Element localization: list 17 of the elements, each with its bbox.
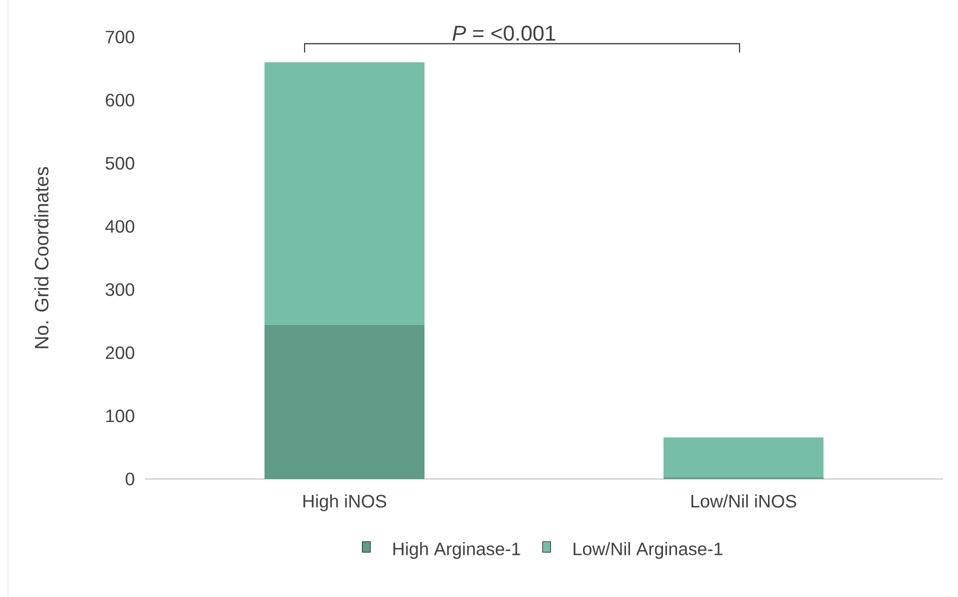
y-tick-label: 400	[105, 220, 134, 233]
legend-label: High Arginase-1	[393, 542, 520, 559]
y-tick-label: 300	[106, 283, 134, 296]
y-tick-label: 600	[106, 94, 134, 107]
bar	[264, 62, 424, 325]
y-axis-title: No. Grid Coordinates	[34, 167, 49, 348]
y-tick-label: 700	[106, 30, 134, 44]
x-tick-label: Low/Nil iNOS	[691, 494, 796, 508]
y-tick-label: 500	[106, 156, 134, 170]
bar	[264, 324, 424, 479]
y-tick-label: 200	[106, 346, 134, 360]
x-tick-label: High iNOS	[303, 494, 386, 512]
bar	[664, 437, 824, 478]
y-tick-label: 0	[126, 472, 134, 486]
y-tick-label: 100	[106, 409, 134, 422]
legend-label: Low/Nil Arginase-1	[574, 542, 722, 559]
annotation: P = <0.001	[452, 26, 556, 41]
